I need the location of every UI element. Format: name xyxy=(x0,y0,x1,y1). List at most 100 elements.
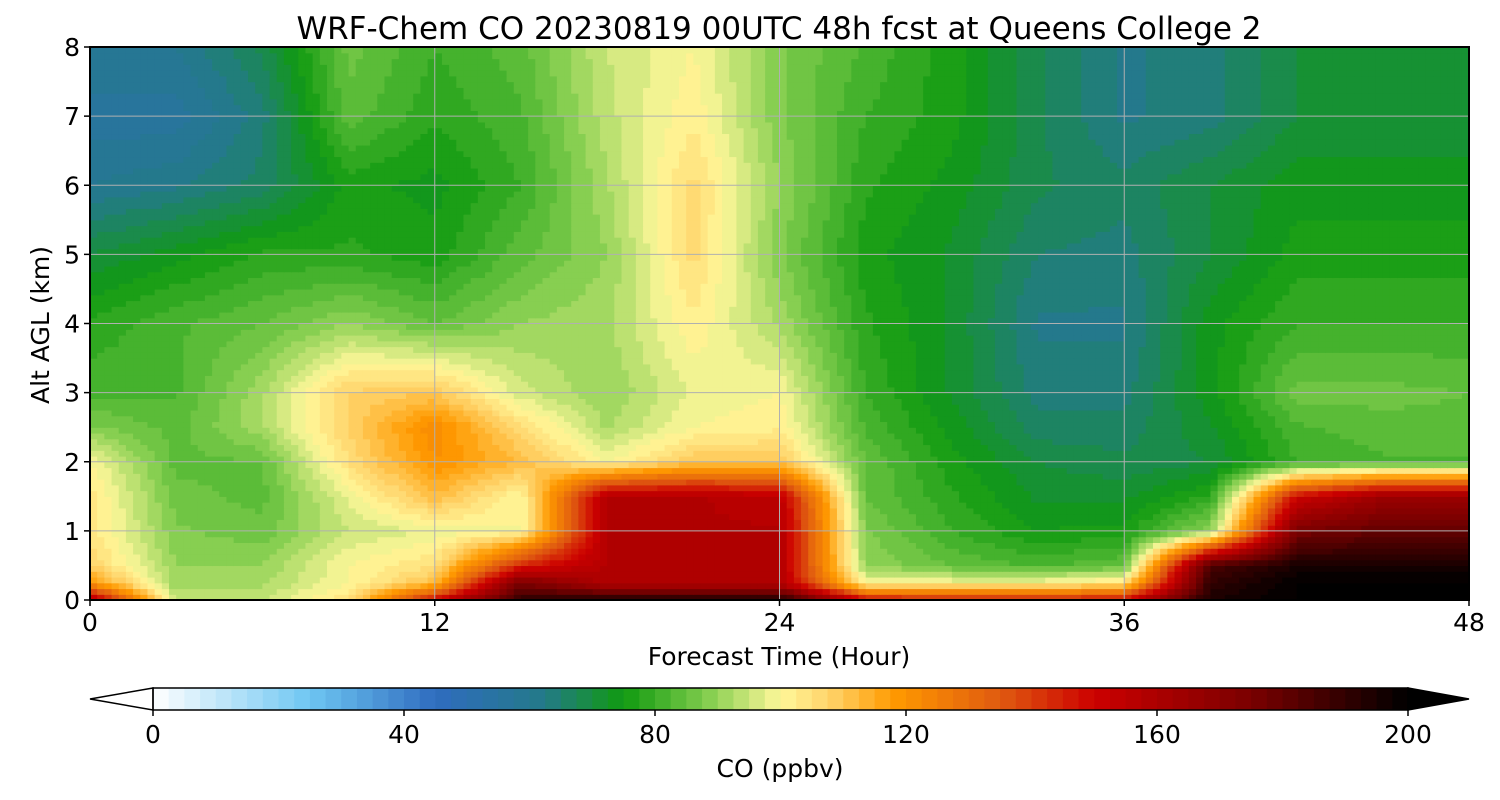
contour-cell xyxy=(1016,461,1025,469)
contour-cell xyxy=(865,588,874,595)
contour-cell xyxy=(441,576,450,584)
contour-cell xyxy=(1253,582,1262,590)
contour-cell xyxy=(657,582,666,590)
contour-cell xyxy=(147,484,156,492)
contour-cell xyxy=(1325,473,1334,480)
contour-cell xyxy=(592,519,601,526)
contour-cell xyxy=(327,479,335,486)
contour-cell xyxy=(643,582,651,590)
contour-cell xyxy=(786,455,795,463)
contour-cell xyxy=(492,536,500,543)
contour-cell xyxy=(836,588,845,595)
contour-cell xyxy=(657,473,666,480)
contour-cell xyxy=(147,576,156,584)
contour-cell xyxy=(140,588,149,595)
contour-cell xyxy=(980,490,989,497)
contour-cell xyxy=(176,484,184,492)
contour-cell xyxy=(1023,507,1032,515)
contour-cell xyxy=(1102,525,1111,532)
contour-cell xyxy=(434,536,443,543)
contour-cell xyxy=(334,513,342,520)
contour-cell xyxy=(1217,455,1226,463)
contour-cell xyxy=(1224,461,1233,469)
contour-cell xyxy=(944,513,953,520)
contour-cell xyxy=(197,455,206,463)
contour-cell xyxy=(1210,582,1219,590)
contour-cell xyxy=(1102,542,1111,549)
contour-cell xyxy=(197,536,206,543)
contour-cell xyxy=(1009,507,1018,515)
contour-cell xyxy=(1174,565,1183,572)
contour-cell xyxy=(513,582,522,590)
contour-cell xyxy=(319,565,328,572)
contour-cell xyxy=(1239,450,1247,457)
contour-cell xyxy=(822,571,831,578)
contour-cell xyxy=(276,467,285,474)
contour-cell xyxy=(169,490,177,497)
contour-cell xyxy=(1160,565,1168,572)
contour-cell xyxy=(262,502,271,509)
contour-cell xyxy=(980,502,989,509)
contour-cell xyxy=(1267,553,1276,561)
contour-cell xyxy=(1030,484,1039,492)
contour-cell xyxy=(255,513,263,520)
contour-cell xyxy=(255,565,263,572)
contour-cell xyxy=(125,496,134,503)
contour-cell xyxy=(1131,588,1140,595)
contour-cell xyxy=(915,594,924,601)
contour-cell xyxy=(90,484,98,492)
contour-cell xyxy=(212,513,220,520)
contour-cell xyxy=(959,548,967,555)
contour-cell xyxy=(1397,559,1405,567)
contour-cell xyxy=(1073,588,1082,595)
contour-cell xyxy=(154,525,163,532)
contour-cell xyxy=(714,571,723,578)
contour-cell xyxy=(248,450,256,457)
contour-cell xyxy=(535,473,544,480)
contour-cell xyxy=(291,467,299,474)
contour-cell xyxy=(1303,484,1312,492)
contour-cell xyxy=(125,548,134,555)
contour-cell xyxy=(793,588,802,595)
contour-cell xyxy=(578,473,587,480)
contour-cell xyxy=(1038,484,1046,492)
contour-cell xyxy=(1009,565,1018,572)
contour-cell xyxy=(765,455,773,463)
contour-cell xyxy=(865,553,874,561)
contour-cell xyxy=(865,496,874,503)
contour-cell xyxy=(865,455,874,463)
contour-cell xyxy=(1368,479,1377,486)
contour-cell xyxy=(398,588,407,595)
contour-cell xyxy=(384,496,393,503)
contour-cell xyxy=(1389,450,1398,457)
contour-cell xyxy=(1375,450,1384,457)
contour-cell xyxy=(499,536,508,543)
contour-cell xyxy=(959,461,967,469)
contour-cell xyxy=(398,450,407,457)
contour-cell xyxy=(1282,513,1291,520)
contour-cell xyxy=(671,588,680,595)
contour-cell xyxy=(815,519,824,526)
contour-cell xyxy=(599,525,608,532)
contour-cell xyxy=(398,530,407,538)
contour-cell xyxy=(894,450,903,457)
contour-cell xyxy=(686,507,694,515)
contour-cell xyxy=(858,461,867,469)
contour-cell xyxy=(226,519,235,526)
contour-cell xyxy=(714,565,723,572)
contour-cell xyxy=(161,548,170,555)
contour-cell xyxy=(413,588,421,595)
contour-cell xyxy=(1361,507,1370,515)
contour-cell xyxy=(1282,519,1291,526)
contour-cell xyxy=(1447,525,1456,532)
contour-cell xyxy=(1210,467,1219,474)
contour-cell xyxy=(564,467,572,474)
contour-cell xyxy=(1038,519,1046,526)
contour-cell xyxy=(607,513,615,520)
contour-cell xyxy=(1310,548,1319,555)
contour-cell xyxy=(1246,548,1255,555)
contour-cell xyxy=(513,542,522,549)
contour-cell xyxy=(592,461,601,469)
contour-cell xyxy=(90,530,98,538)
contour-cell xyxy=(226,473,235,480)
